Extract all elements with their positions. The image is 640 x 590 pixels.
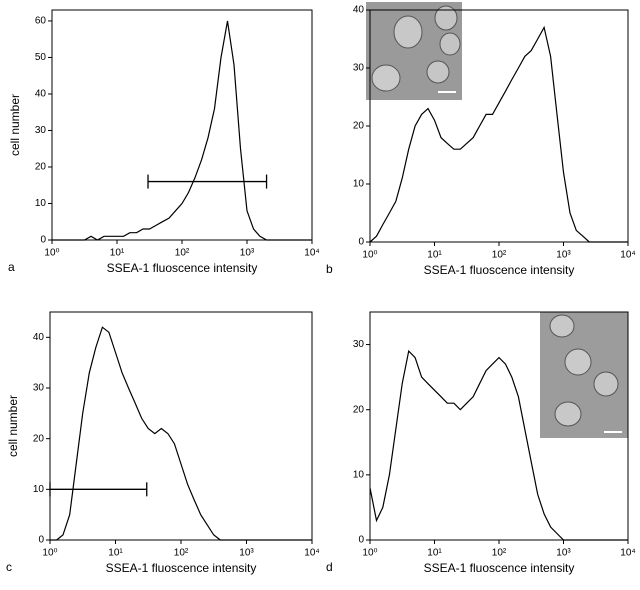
histogram-line [369,25,628,243]
x-tick-label: 10¹ [108,548,123,559]
x-axis-label: SSEA-1 fluoscence intensity [424,263,575,277]
y-tick-label: 10 [33,484,45,495]
y-tick-label: 30 [35,125,47,136]
x-tick-label: 10⁴ [304,548,319,559]
x-tick-label: 10⁰ [362,250,377,261]
cell [393,15,423,49]
cell [564,348,592,376]
x-tick-label: 10⁴ [304,248,319,259]
y-tick-label: 0 [40,235,46,246]
y-tick-label: 10 [353,469,365,480]
x-tick-label: 10² [492,548,507,559]
x-tick-label: 10⁰ [44,248,59,259]
cell [549,314,575,338]
y-tick-label: 30 [353,339,365,350]
y-tick-label: 20 [353,121,365,132]
x-tick-label: 10⁴ [620,548,635,559]
cell [371,64,401,92]
panel-label: d [326,560,333,574]
y-tick-label: 0 [358,237,364,248]
x-tick-label: 10³ [240,248,255,259]
panel: 0 10 20 30 40 50 60 10⁰ 10¹ 10² 10³ 10⁴ SSEA-1 fluos… [8,9,320,275]
y-tick-label: 0 [38,535,44,546]
histogram-line [50,326,312,541]
inset-image [540,312,628,438]
y-tick-label: 40 [353,5,365,16]
panel: 0 10 20 30 40 10⁰ 10¹ 10² 10³ 10⁴ SSEA-1 fluoscenc… [326,5,636,278]
y-tick-label: 30 [33,383,45,394]
inset-image [366,2,462,100]
x-tick-label: 10² [175,248,190,259]
x-tick-label: 10³ [239,548,254,559]
x-tick-label: 10⁴ [620,250,635,261]
y-axis-label: cell number [6,395,20,457]
x-tick-label: 10¹ [110,248,125,259]
plot-frame [49,311,313,541]
plot-frame [51,9,313,241]
cell [554,401,582,427]
y-tick-label: 10 [35,198,47,209]
y-tick-label: 20 [35,162,47,173]
y-tick-label: 20 [353,404,365,415]
cell [426,60,450,84]
cell [593,371,619,397]
panel: 0 10 20 30 40 10⁰ 10¹ 10² 10³ 10⁴ SSEA-1 fluoscenc… [6,311,320,575]
x-tick-label: 10⁰ [362,548,377,559]
x-axis-label: SSEA-1 fluoscence intensity [424,561,575,575]
x-tick-label: 10⁰ [42,548,57,559]
y-tick-label: 50 [35,52,47,63]
panel-label: a [8,260,15,274]
cell [434,5,458,31]
y-tick-label: 40 [33,332,45,343]
x-tick-label: 10³ [556,250,571,261]
y-axis-label: cell number [8,94,22,156]
histogram-line [52,20,312,241]
panel: 0 10 20 30 10⁰ 10¹ 10² 10³ 10⁴ SSEA-1 fluoscence … [326,311,636,575]
x-axis-label: SSEA-1 fluoscence intensity [107,261,258,275]
x-tick-label: 10² [174,548,189,559]
y-tick-label: 60 [35,16,47,27]
panel-label: b [326,262,333,276]
y-tick-label: 30 [353,63,365,74]
y-tick-label: 0 [358,535,364,546]
y-tick-label: 40 [35,89,47,100]
x-tick-label: 10³ [556,548,571,559]
y-tick-label: 10 [353,179,365,190]
x-axis-label: SSEA-1 fluoscence intensity [106,561,257,575]
x-tick-label: 10¹ [427,548,442,559]
y-tick-label: 20 [33,433,45,444]
cell [439,32,461,56]
panel-label: c [6,560,12,574]
x-tick-label: 10² [492,250,507,261]
x-tick-label: 10¹ [427,250,442,261]
